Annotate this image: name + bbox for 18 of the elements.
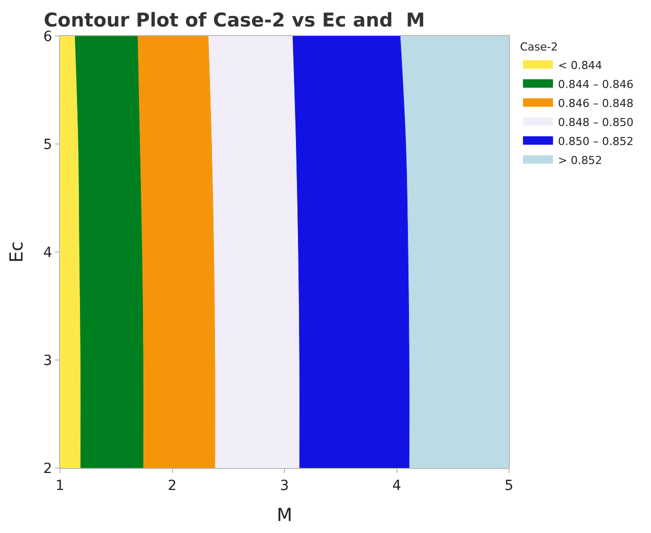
x-tick-label: 4 (392, 478, 402, 494)
legend-label: < 0.844 (558, 59, 602, 72)
legend-label: 0.844 – 0.846 (558, 78, 634, 92)
legend-title: Case-2 (520, 40, 558, 54)
legend-label: 0.848 – 0.850 (558, 116, 634, 130)
y-tick-label: 3 (43, 352, 52, 369)
y-tick-label: 2 (43, 460, 52, 477)
x-tick-label: 3 (280, 478, 289, 494)
y-tick-label: 5 (43, 136, 52, 153)
x-tick-label: 2 (168, 478, 177, 494)
y-tick-label: 4 (43, 244, 52, 261)
x-tick-label: 5 (504, 478, 514, 494)
y-axis-title: Ec (6, 241, 28, 263)
legend-label: 0.850 – 0.852 (558, 135, 634, 148)
legend-label: > 0.852 (558, 154, 602, 168)
legend-label: 0.846 – 0.848 (558, 97, 634, 110)
x-tick-label: 1 (56, 478, 64, 494)
x-axis-title: M (276, 504, 292, 526)
